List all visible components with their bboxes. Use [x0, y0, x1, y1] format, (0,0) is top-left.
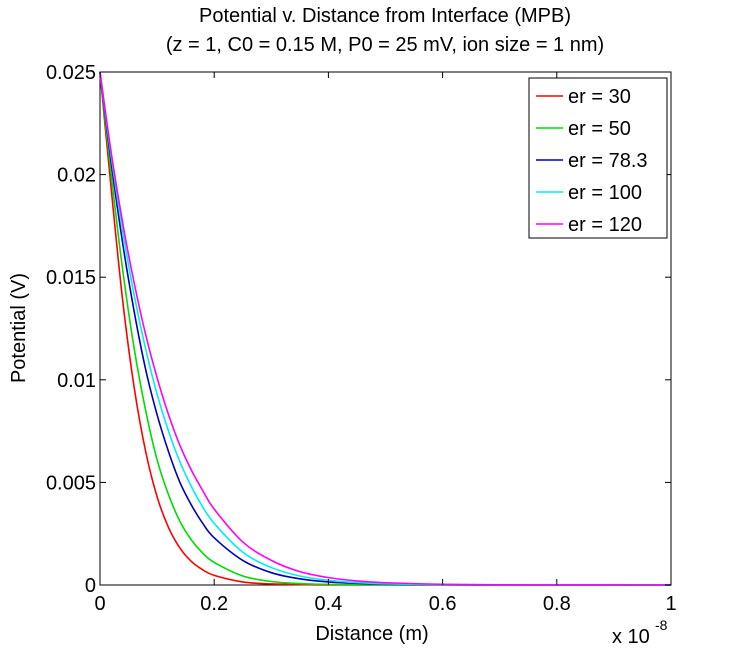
series-line-5 [99, 71, 672, 586]
legend-label-1: er = 30 [568, 86, 631, 108]
x-axis-multiplier: x 10 [612, 626, 650, 648]
legend-label-2: er = 50 [568, 118, 631, 140]
x-axis-multiplier-exponent: -8 [655, 617, 668, 633]
y-tick-label: 0.02 [57, 165, 96, 187]
legend: er = 30 er = 50 er = 78.3 er = 100 er = 120 [528, 77, 668, 239]
x-tick-label: 0.8 [543, 593, 571, 615]
y-tick-label: 0.01 [57, 370, 96, 392]
chart-subtitle: (z = 1, C0 = 0.15 M, P0 = 25 mV, ion siz… [166, 34, 604, 56]
y-tick-label: 0.015 [46, 267, 96, 289]
tick-layer: 0 0.2 0.4 0.6 0.8 1 0 0.005 0.01 0.015 0.02 0.025 [46, 62, 677, 615]
legend-label-3: er = 78.3 [568, 150, 648, 172]
chart-title: Potential v. Distance from Interface (MP… [199, 5, 571, 27]
x-axis-label: Distance (m) [315, 623, 428, 645]
x-tick-label: 0 [94, 593, 105, 615]
series-layer [99, 71, 672, 586]
y-tick-label: 0.005 [46, 472, 96, 494]
legend-box [528, 77, 668, 239]
x-tick-label: 0.4 [314, 593, 342, 615]
y-axis-label: Potential (V) [8, 273, 30, 383]
x-tick-label: 0.2 [200, 593, 228, 615]
x-tick-label: 0.6 [429, 593, 457, 615]
x-tick-label: 1 [665, 593, 676, 615]
y-tick-label: 0 [85, 575, 96, 597]
legend-label-5: er = 120 [568, 214, 642, 236]
legend-label-4: er = 100 [568, 182, 642, 204]
y-tick-label: 0.025 [46, 62, 96, 84]
